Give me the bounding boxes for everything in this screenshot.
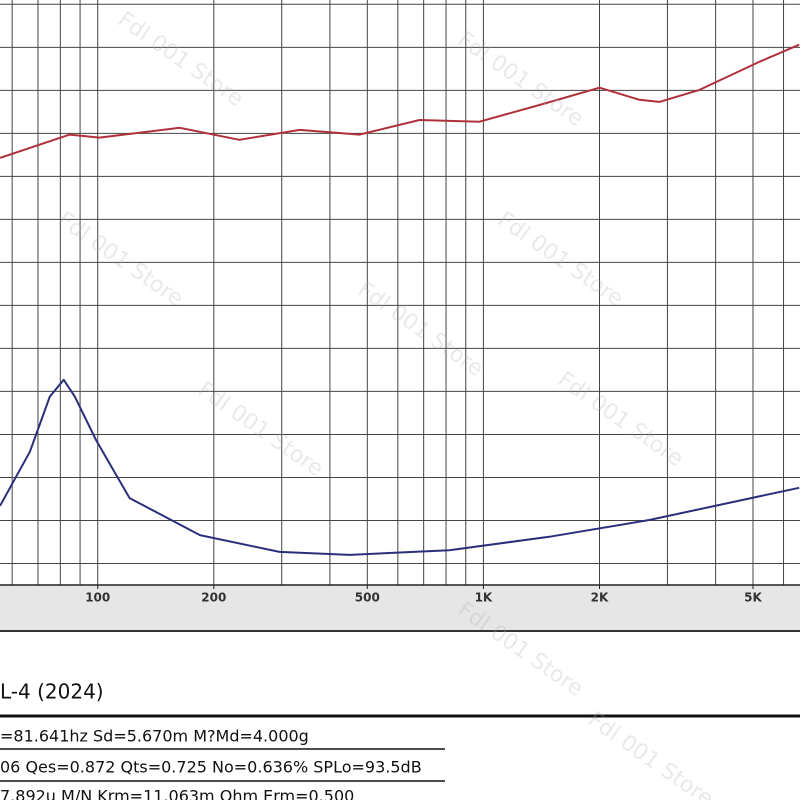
info-line: 7.892u M/N Krm=11.063m Ohm Erm=0.500 bbox=[0, 787, 354, 800]
model-title: L-4 (2024) bbox=[0, 680, 104, 704]
x-axis-band bbox=[0, 585, 800, 630]
series-line bbox=[0, 43, 800, 159]
x-tick-label: 500 bbox=[355, 591, 380, 605]
plot-area bbox=[0, 0, 800, 585]
x-tick-label: 1K bbox=[475, 591, 493, 605]
x-tick-label: 200 bbox=[201, 591, 226, 605]
x-tick-label: 2K bbox=[591, 591, 609, 605]
x-tick-label: 5K bbox=[744, 591, 762, 605]
watermark: Fdl 001 Store bbox=[583, 707, 718, 800]
x-tick-label: 100 bbox=[85, 591, 110, 605]
info-line: 06 Qes=0.872 Qts=0.725 No=0.636% SPLo=93… bbox=[0, 758, 422, 777]
series-line bbox=[0, 378, 800, 556]
info-line: =81.641hz Sd=5.670m M?Md=4.000g bbox=[0, 727, 309, 746]
